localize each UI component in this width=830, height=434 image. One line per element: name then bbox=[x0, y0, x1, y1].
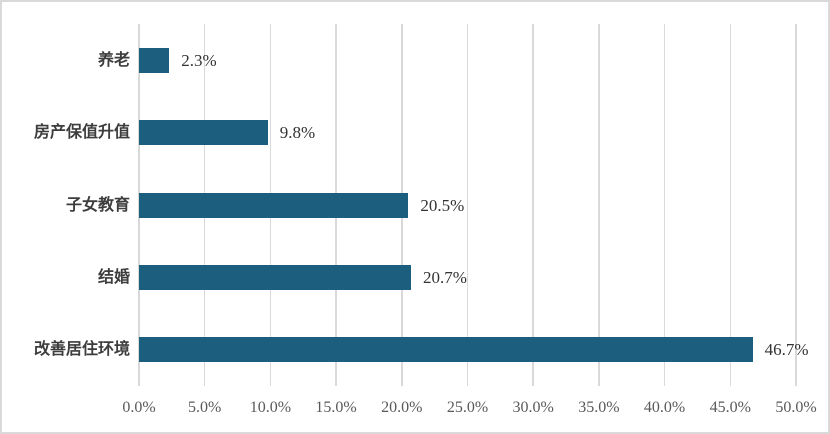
x-tick-label: 25.0% bbox=[446, 399, 489, 416]
gridline bbox=[795, 24, 797, 386]
gridline bbox=[729, 24, 732, 386]
x-tick-label: 0.0% bbox=[122, 399, 156, 416]
x-tick-label: 35.0% bbox=[578, 399, 620, 416]
value-label: 46.7% bbox=[764, 340, 809, 360]
category-label: 改善居住环境 bbox=[33, 341, 130, 359]
x-tick-label: 15.0% bbox=[315, 399, 357, 416]
x-tick-label: 20.0% bbox=[381, 399, 423, 416]
category-label: 子女教育 bbox=[65, 196, 130, 214]
category-label: 养老 bbox=[97, 51, 130, 69]
x-tick-label: 10.0% bbox=[249, 399, 292, 416]
gridline bbox=[598, 24, 600, 386]
x-tick-label: 45.0% bbox=[709, 399, 751, 416]
bar-4 bbox=[139, 337, 753, 363]
value-label: 2.3% bbox=[181, 50, 217, 70]
x-tick-label: 30.0% bbox=[512, 399, 554, 416]
value-label: 20.7% bbox=[422, 267, 467, 287]
x-tick-label: 40.0% bbox=[643, 399, 686, 416]
gridline bbox=[466, 24, 469, 386]
x-tick-label: 5.0% bbox=[188, 399, 222, 416]
value-label: 9.8% bbox=[279, 123, 316, 143]
bar-0 bbox=[139, 47, 170, 73]
bar-2 bbox=[139, 192, 409, 218]
gridline bbox=[663, 24, 666, 386]
category-label: 结婚 bbox=[97, 268, 130, 286]
x-tick-label: 50.0% bbox=[775, 399, 817, 416]
bar-1 bbox=[139, 120, 268, 146]
value-label: 20.5% bbox=[420, 195, 465, 215]
gridline bbox=[532, 24, 534, 386]
category-label: 房产保值升值 bbox=[33, 124, 130, 142]
bar-3 bbox=[139, 264, 411, 290]
